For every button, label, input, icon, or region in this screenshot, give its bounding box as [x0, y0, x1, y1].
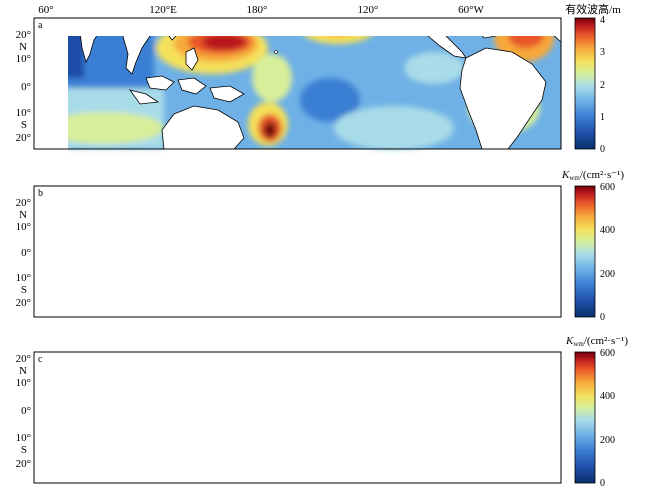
colorbar-b-ticks: 0 200 400 600	[600, 182, 615, 323]
y-tick-label: 10°	[16, 377, 31, 389]
panel-b-background	[34, 186, 561, 317]
x-tick-label: 60°W	[458, 4, 484, 16]
colorbar-a-bar	[574, 17, 596, 150]
colorbar-tick: 400	[600, 225, 615, 236]
colorbar-tick: 400	[600, 391, 615, 402]
panel-b: b	[33, 185, 562, 318]
y-tick-label: 20°	[16, 353, 31, 365]
panel-a-label: a	[38, 20, 43, 31]
panel-b-frame	[33, 185, 562, 318]
y-tick-label: S	[21, 284, 27, 296]
colorbar-tick: 3	[600, 47, 605, 58]
y-tick-label: 10°	[16, 432, 31, 444]
colorbar-b: Kwm/(cm²·s⁻¹) 0 200 400 600	[561, 169, 624, 323]
y-tick-label: 20°	[16, 297, 31, 309]
y-tick-label: 0°	[21, 405, 31, 417]
colorbar-a-ticks: 0 1 2 3 4	[600, 15, 605, 155]
colorbar-b-label: Kwm/(cm²·s⁻¹)	[561, 169, 624, 182]
colorbar-tick: 200	[600, 435, 615, 446]
panel-a-frame	[33, 17, 562, 150]
colorbar-a-label: 有效波高/m	[565, 2, 621, 16]
x-axis: 60° 120°E 180° 120° 60°W	[38, 4, 484, 16]
x-tick-label: 60°	[38, 4, 53, 16]
colorbar-tick: 2	[600, 80, 605, 91]
colorbar-b-label-sub: wm	[569, 174, 580, 182]
y-tick-label: S	[21, 119, 27, 131]
y-tick-label: 10°	[16, 221, 31, 233]
colorbar-c-label: Kwm/(cm²·s⁻¹)	[565, 335, 628, 348]
panel-c-frame	[33, 351, 562, 484]
x-tick-label: 180°	[247, 4, 268, 16]
colorbar-tick: 0	[600, 144, 605, 155]
y-axis-a: 20° N 10° 0° 10° S 20°	[16, 29, 31, 144]
colorbar-tick: 0	[600, 478, 605, 489]
y-tick-label: N	[19, 209, 27, 221]
y-tick-label: 0°	[21, 247, 31, 259]
y-tick-label: 10°	[16, 107, 31, 119]
colorbar-tick: 600	[600, 348, 615, 359]
colorbar-tick: 200	[600, 269, 615, 280]
y-axis-c: 20° N 10° 0° 10° S 20°	[16, 353, 31, 470]
colorbar-b-bar	[574, 185, 596, 318]
colorbar-c-bar	[574, 351, 596, 484]
colorbar-tick: 600	[600, 182, 615, 193]
panel-c-label: c	[38, 354, 43, 365]
y-tick-label: 10°	[16, 272, 31, 284]
panel-c: c	[33, 351, 562, 484]
y-tick-label: 0°	[21, 81, 31, 93]
colorbar-a: 有效波高/m 0 1 2 3 4	[565, 2, 621, 155]
panel-a: a	[33, 17, 562, 150]
y-tick-label: 20°	[16, 29, 31, 41]
colorbar-b-label-unit: /(cm²·s⁻¹)	[580, 169, 625, 181]
colorbar-c-label-main: K	[565, 335, 574, 347]
y-tick-label: 20°	[16, 197, 31, 209]
colorbar-b-label-main: K	[561, 169, 570, 181]
y-tick-label: N	[19, 41, 27, 53]
colorbar-tick: 0	[600, 312, 605, 323]
panel-b-label: b	[38, 188, 43, 199]
colorbar-c-label-unit: /(cm²·s⁻¹)	[584, 335, 629, 347]
colorbar-tick: 1	[600, 112, 605, 123]
y-tick-label: 20°	[16, 132, 31, 144]
y-tick-label: S	[21, 444, 27, 456]
colorbar-tick: 4	[600, 15, 605, 26]
y-tick-label: N	[19, 365, 27, 377]
x-tick-label: 120°E	[149, 4, 177, 16]
y-axis-b: 20° N 10° 0° 10° S 20°	[16, 197, 31, 309]
x-tick-label: 120°	[358, 4, 379, 16]
y-tick-label: 10°	[16, 53, 31, 65]
colorbar-c-ticks: 0 200 400 600	[600, 348, 615, 489]
colorbar-c: Kwm/(cm²·s⁻¹) 0 200 400 600	[565, 335, 628, 489]
y-tick-label: 20°	[16, 458, 31, 470]
panel-c-background	[34, 352, 561, 483]
colorbar-c-label-sub: wm	[573, 340, 584, 348]
